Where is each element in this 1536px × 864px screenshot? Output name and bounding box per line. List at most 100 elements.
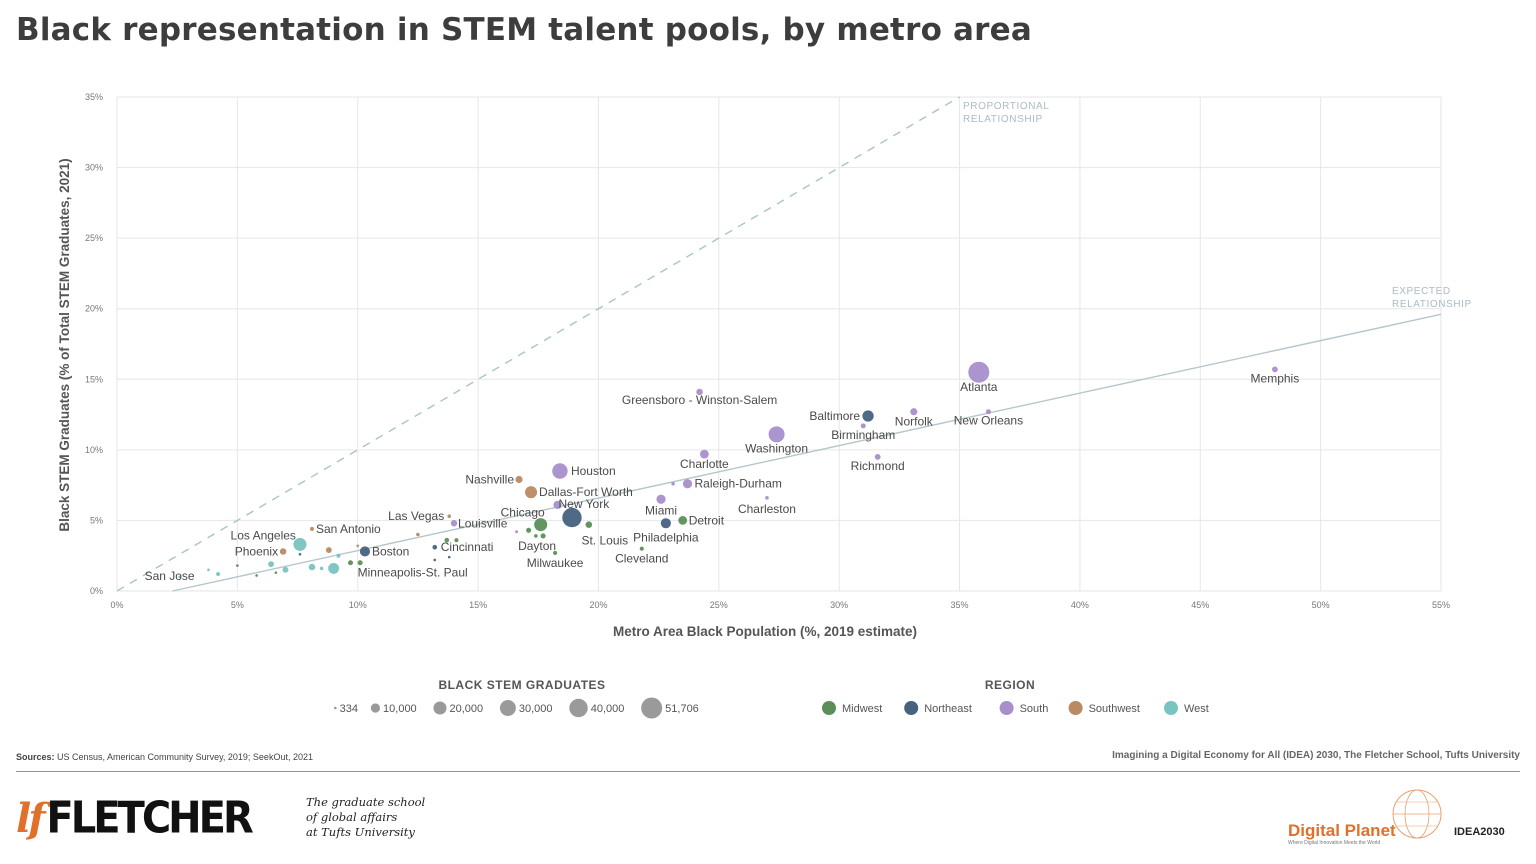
- x-tick-label: 40%: [1071, 600, 1089, 610]
- region-legend-label: West: [1184, 703, 1209, 715]
- data-point: [768, 426, 785, 443]
- legend: BLACK STEM GRADUATES 334 10,000 20,000 30,00…: [334, 678, 1209, 719]
- proportional-label: PROPORTIONAL: [963, 101, 1049, 112]
- data-point: [985, 409, 991, 415]
- y-tick-label: 5%: [90, 515, 103, 525]
- data-point: [447, 514, 451, 518]
- size-legend-swatch: [334, 706, 337, 710]
- region-legend-label: South: [1020, 703, 1049, 715]
- region-legend-label: Southwest: [1089, 703, 1140, 715]
- x-tick-label: 10%: [349, 600, 367, 610]
- region-legend-label: Northeast: [924, 703, 972, 715]
- data-point: [336, 553, 341, 558]
- data-points: [178, 361, 1278, 579]
- point-label: Houston: [571, 464, 616, 478]
- expected-label: RELATIONSHIP: [1392, 299, 1472, 310]
- y-tick-label: 10%: [85, 445, 103, 455]
- point-label: Greensboro - Winston-Salem: [622, 393, 777, 407]
- data-point: [298, 552, 302, 556]
- point-label: Minneapolis-St. Paul: [358, 565, 468, 579]
- data-point: [1271, 366, 1278, 373]
- y-tick-label: 15%: [85, 374, 103, 384]
- idea-2030-logo: IDEA2030: [1454, 826, 1505, 838]
- data-point: [552, 463, 568, 479]
- sources-label: Sources:: [16, 752, 55, 762]
- data-point: [357, 560, 363, 566]
- x-tick-label: 50%: [1312, 600, 1330, 610]
- point-label: Cleveland: [615, 552, 668, 566]
- size-legend-label: 20,000: [449, 703, 483, 715]
- point-label: Miami: [645, 503, 677, 517]
- point-label: Los Angeles: [231, 528, 296, 542]
- size-legend-swatch: [433, 701, 447, 715]
- data-point: [699, 449, 709, 459]
- data-point: [450, 519, 458, 527]
- y-tick-label: 0%: [90, 586, 103, 596]
- data-point: [534, 518, 548, 532]
- data-point: [359, 546, 371, 557]
- digital-planet-tagline: Where Digital Innovation Meets the World: [1288, 840, 1381, 846]
- y-tick-label: 25%: [85, 233, 103, 243]
- x-tick-label: 15%: [469, 600, 487, 610]
- size-legend-label: 30,000: [519, 703, 553, 715]
- data-point: [526, 527, 532, 533]
- data-point: [207, 568, 210, 572]
- data-point: [562, 507, 582, 528]
- point-label: Washington: [745, 441, 808, 455]
- size-legend-swatch: [641, 697, 663, 719]
- expected-line: [172, 313, 1442, 592]
- proportional-line: [116, 96, 960, 592]
- fletcher-wordmark: FLETCHER: [46, 792, 253, 844]
- axis-ticks: 0% 5% 10% 15% 20% 25% 30% 35% 40% 45% 50% 55% 0% 5% 10…: [85, 92, 1450, 610]
- data-point: [515, 530, 519, 534]
- data-point: [268, 561, 274, 568]
- data-point: [433, 558, 437, 562]
- x-tick-label: 0%: [110, 600, 123, 610]
- digital-planet-logo: Digital Planet Where Digital Innovation …: [1288, 788, 1518, 848]
- point-label: Dayton: [518, 539, 556, 553]
- data-point: [553, 550, 558, 555]
- region-legend-title: REGION: [985, 678, 1035, 692]
- credit-line: Imagining a Digital Economy for All (IDE…: [1112, 750, 1520, 761]
- point-label: Phoenix: [235, 544, 278, 558]
- region-legend-swatch: [822, 701, 836, 715]
- point-label: Atlanta: [960, 380, 998, 394]
- point-label: Las Vegas: [388, 509, 444, 523]
- point-label: Norfolk: [895, 415, 934, 429]
- size-legend-label: 40,000: [591, 703, 625, 715]
- point-label: Nashville: [465, 472, 514, 486]
- point-label: Cincinnati: [441, 540, 494, 554]
- data-point: [282, 566, 289, 573]
- x-tick-label: 20%: [589, 600, 607, 610]
- point-label: Detroit: [689, 513, 725, 527]
- point-label: Milwaukee: [527, 556, 584, 570]
- region-legend-swatch: [904, 701, 919, 715]
- data-point: [660, 518, 671, 529]
- fletcher-mark: lf: [16, 794, 45, 842]
- region-legend-swatch: [1164, 701, 1178, 715]
- region-legend-swatch: [999, 701, 1014, 715]
- tagline-line-1: The graduate school: [306, 795, 426, 809]
- data-point: [540, 533, 546, 539]
- data-point: [325, 547, 332, 553]
- x-tick-label: 55%: [1432, 600, 1450, 610]
- data-point: [696, 388, 703, 396]
- point-label: Baltimore: [809, 409, 860, 423]
- size-legend-title: BLACK STEM GRADUATES: [438, 678, 605, 692]
- x-tick-label: 5%: [231, 600, 244, 610]
- size-legend-label: 51,706: [665, 703, 699, 715]
- size-legend-swatch: [569, 698, 588, 718]
- data-point: [319, 566, 324, 571]
- data-point: [328, 562, 340, 574]
- y-tick-label: 20%: [85, 304, 103, 314]
- proportional-label: RELATIONSHIP: [963, 114, 1043, 125]
- sources-text: US Census, American Community Survey, 20…: [54, 752, 313, 762]
- page-title: Black representation in STEM talent pool…: [16, 12, 1033, 48]
- data-point: [236, 564, 239, 567]
- y-tick-label: 30%: [85, 163, 103, 173]
- data-point: [255, 574, 258, 577]
- reference-lines: PROPORTIONAL RELATIONSHIP EXPECTED RELATION…: [116, 96, 1472, 592]
- region-legend-swatch: [1068, 701, 1083, 715]
- x-axis-label: Metro Area Black Population (%, 2019 est…: [613, 624, 917, 639]
- data-point: [308, 563, 316, 571]
